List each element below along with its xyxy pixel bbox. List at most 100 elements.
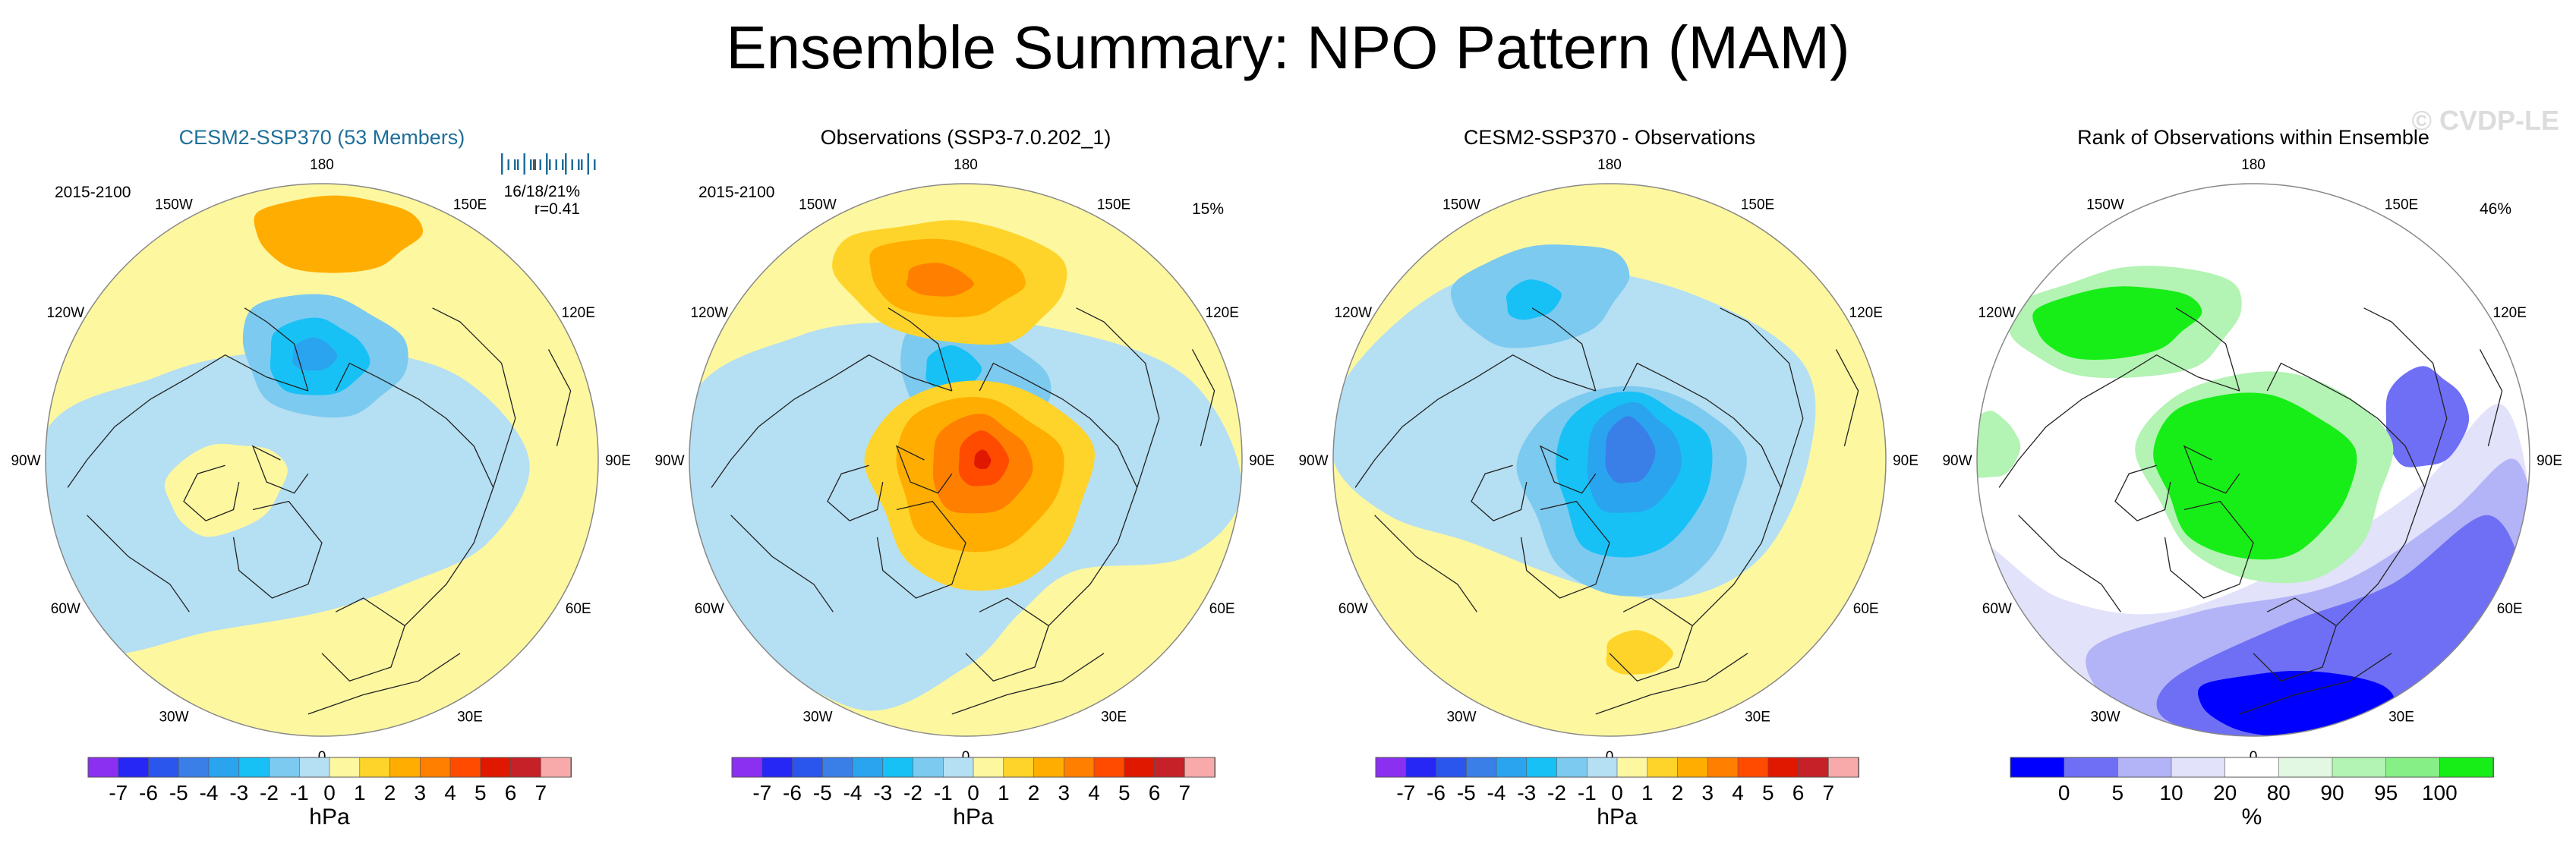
- lon-label-3-1: 150E: [2385, 197, 2418, 213]
- coastline-2-1: [1471, 464, 1528, 521]
- colorbar-cell-2-9: [1647, 757, 1679, 778]
- field-rank-100-arctic-3: [2153, 392, 2357, 560]
- panel-rank: Rank of Observations within Ensemble 46% 1…: [1931, 114, 2575, 847]
- colorbar-label-2-9: 2: [1672, 781, 1684, 804]
- colorbar-label-1-2: -5: [813, 781, 832, 804]
- colorbar-units-2: hPa: [1597, 804, 1638, 830]
- colorbar-label-1-4: -3: [873, 781, 892, 804]
- colorbar-cell-1-9: [1003, 757, 1035, 778]
- colorbar-frame-3: [2010, 757, 2494, 778]
- lon-label-1-10: 120W: [690, 305, 728, 321]
- period-label-1: 2015-2100: [698, 184, 774, 201]
- colorbar-label-1-10: 3: [1058, 781, 1070, 804]
- colorbar-label-0-7: 0: [323, 781, 336, 804]
- coastline-3-1: [2114, 464, 2171, 521]
- colorbar-label-1-9: 2: [1028, 781, 1040, 804]
- colorbar-label-1-13: 6: [1149, 781, 1161, 804]
- colorbar-label-0-14: 7: [535, 781, 547, 804]
- coastline-3-4: [2253, 597, 2337, 682]
- colorbar-label-3-2: 10: [2159, 781, 2183, 804]
- coastline-0-5: [404, 487, 494, 626]
- colorbar-cell-0-14: [510, 757, 542, 778]
- lon-label-1-2: 120E: [1206, 305, 1239, 321]
- colorbar-units-3: %: [2242, 804, 2262, 830]
- coastline-1-0: [711, 354, 953, 488]
- colorbar-cell-1-5: [882, 757, 914, 778]
- colorbar-cell-1-11: [1063, 757, 1095, 778]
- colorbar-label-0-2: -5: [169, 781, 188, 804]
- spread-tick-16: [587, 153, 589, 175]
- colorbar-cell-3-2: [2117, 757, 2172, 778]
- colorbar-cell-1-13: [1124, 757, 1156, 778]
- panel-title-1: Observations (SSP3-7.0.202_1): [821, 126, 1111, 149]
- colorbar-label-2-1: -6: [1427, 781, 1446, 804]
- colorbar-label-2-0: -7: [1396, 781, 1415, 804]
- coastline-1-3: [876, 500, 966, 599]
- colorbar-label-0-12: 5: [475, 781, 487, 804]
- colorbar-cell-2-5: [1526, 757, 1558, 778]
- colorbar-cell-2-3: [1466, 757, 1498, 778]
- colorbar-label-1-0: -7: [752, 781, 771, 804]
- coastline-0-3: [232, 500, 323, 599]
- spread-tick-5: [530, 159, 532, 170]
- colorbar-label-0-4: -3: [229, 781, 248, 804]
- coastline-3-3: [2164, 500, 2254, 599]
- colorbar-units-1: hPa: [953, 804, 994, 830]
- lon-label-2-8: 60W: [1338, 601, 1368, 617]
- colorbar-label-2-2: -5: [1457, 781, 1476, 804]
- colorbar-label-0-13: 6: [505, 781, 517, 804]
- spread-tick-12: [565, 153, 567, 175]
- colorbar-cell-0-9: [359, 757, 391, 778]
- lon-label-3-0: 180: [2241, 157, 2265, 173]
- colorbar-cell-3-4: [2224, 757, 2280, 778]
- colorbar-label-1-12: 5: [1118, 781, 1130, 804]
- map-panel-3: [1976, 183, 2530, 737]
- coastline-1-2: [895, 445, 953, 494]
- lon-label-0-1: 150E: [453, 197, 487, 213]
- field-negative-band-0: [46, 348, 530, 654]
- colorbar-label-0-0: -7: [109, 781, 128, 804]
- colorbar-label-0-10: 3: [415, 781, 427, 804]
- colorbar-label-1-11: 4: [1088, 781, 1100, 804]
- lon-label-0-4: 60E: [566, 601, 591, 617]
- field-low-core-0: [292, 337, 338, 371]
- lon-label-1-3: 90E: [1249, 453, 1275, 469]
- map-border-1: [689, 183, 1243, 737]
- coastline-3-0: [1998, 354, 2240, 488]
- watermark: © CVDP-LE: [2411, 105, 2559, 136]
- coastline-1-11: [730, 515, 834, 612]
- colorbar-label-3-5: 90: [2320, 781, 2344, 804]
- colorbar-label-2-11: 4: [1732, 781, 1744, 804]
- colorbar-label-2-5: -2: [1547, 781, 1566, 804]
- spread-tick-17: [594, 159, 596, 170]
- spread-tick-6: [533, 159, 536, 170]
- coastline-0-8: [432, 307, 516, 488]
- spread-tick-14: [578, 159, 580, 170]
- lon-label-1-9: 90W: [654, 453, 684, 469]
- colorbar-label-3-0: 0: [2058, 781, 2070, 804]
- colorbar-cell-2-0: [1375, 757, 1407, 778]
- coastline-3-5: [2335, 487, 2426, 626]
- colorbar-frame-0: [87, 757, 572, 778]
- colorbar-cell-1-12: [1093, 757, 1125, 778]
- lon-label-3-2: 120E: [2493, 305, 2527, 321]
- colorbar-cell-2-14: [1798, 757, 1830, 778]
- lon-label-0-3: 90E: [605, 453, 631, 469]
- colorbar-cell-0-0: [87, 757, 119, 778]
- colorbar-label-3-7: 100: [2422, 781, 2458, 804]
- coastline-2-7: [1595, 653, 1748, 715]
- colorbar-cell-1-14: [1154, 757, 1186, 778]
- colorbar-cell-1-15: [1184, 757, 1215, 778]
- colorbar-cell-2-8: [1616, 757, 1648, 778]
- colorbar-label-2-7: 0: [1611, 781, 1623, 804]
- coastline-1-6: [979, 362, 1138, 488]
- colorbar-label-3-3: 20: [2213, 781, 2237, 804]
- lon-label-2-10: 120W: [1334, 305, 1372, 321]
- colorbar-cell-0-7: [298, 757, 330, 778]
- colorbar-label-0-8: 1: [354, 781, 366, 804]
- lon-label-3-7: 30W: [2090, 710, 2120, 726]
- colorbar-cell-3-0: [2010, 757, 2065, 778]
- panel-difference: CESM2-SSP370 - Observations 180 150E 120E 90…: [1288, 114, 1931, 847]
- colorbar-label-2-12: 5: [1762, 781, 1774, 804]
- colorbar-cell-3-6: [2332, 757, 2387, 778]
